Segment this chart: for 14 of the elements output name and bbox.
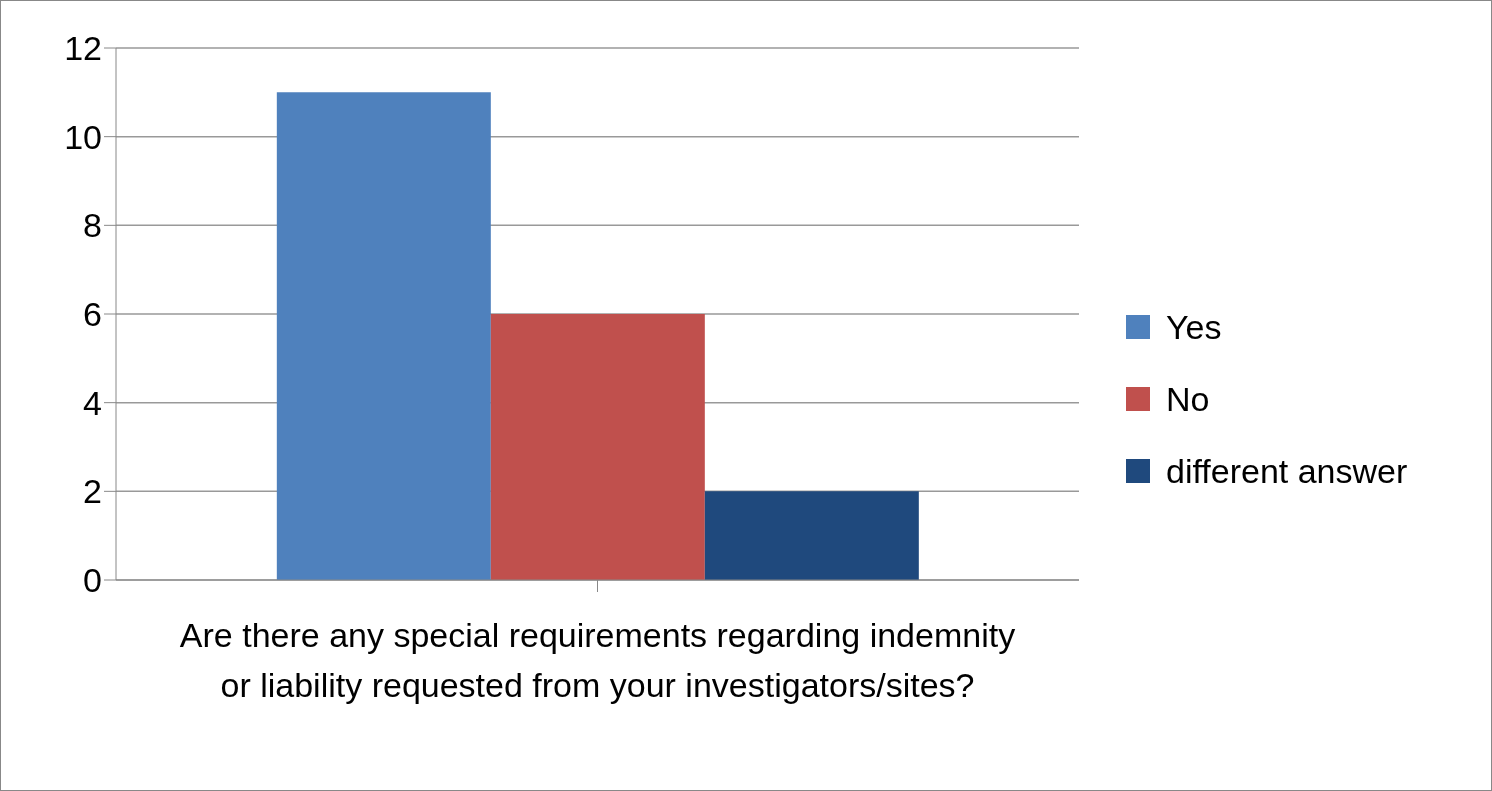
y-tick-label: 8: [83, 206, 102, 245]
legend-label: No: [1166, 379, 1210, 419]
legend-label: Yes: [1166, 307, 1222, 347]
y-tick-label: 2: [83, 472, 102, 511]
x-tick-label: Are there any special requirements regarding indemnity or liability requested from your investigators/sites?: [179, 615, 1016, 704]
legend-label: different answer: [1166, 451, 1408, 491]
y-tick-label: 0: [83, 561, 102, 600]
y-tick-label: 12: [64, 29, 102, 68]
y-tick-label: 10: [64, 117, 102, 156]
bar: [490, 314, 705, 580]
bar: [704, 491, 919, 580]
y-tick-label: 6: [83, 295, 102, 334]
bar: [276, 92, 491, 580]
y-tick-label: 4: [83, 383, 102, 422]
